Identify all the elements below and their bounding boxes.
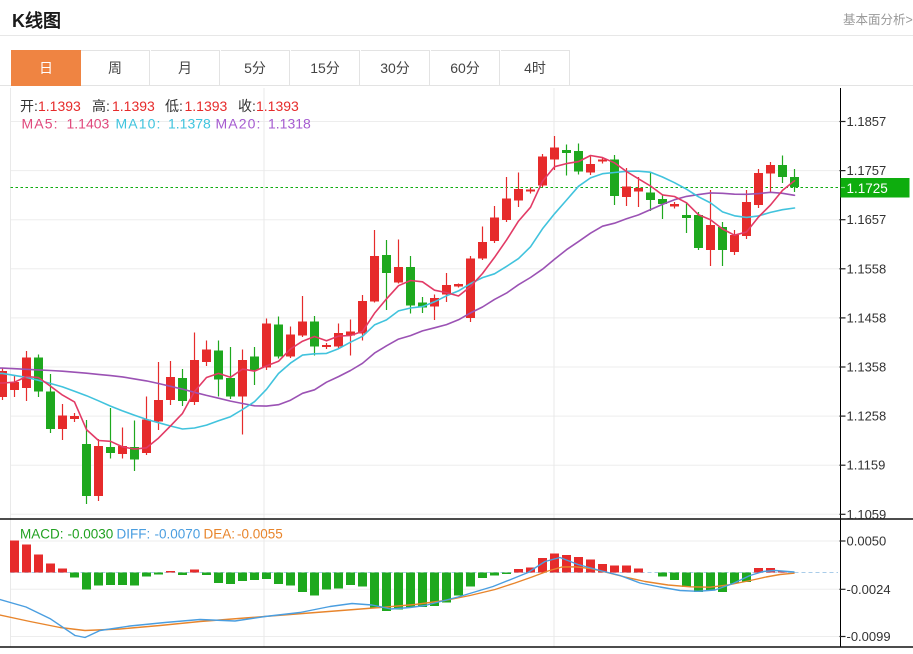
svg-text:开:: 开: (20, 98, 38, 114)
svg-text:1.1159: 1.1159 (847, 458, 886, 473)
svg-text:MA5:: MA5: (22, 116, 59, 132)
svg-text:1.1393: 1.1393 (256, 98, 299, 114)
svg-text:1.1458: 1.1458 (847, 310, 887, 325)
svg-text:-0.0070: -0.0070 (155, 527, 201, 542)
svg-text:高:: 高: (92, 98, 110, 114)
svg-text:1.1857: 1.1857 (847, 114, 887, 129)
svg-text:MA10:: MA10: (116, 116, 162, 132)
svg-text:1.1358: 1.1358 (847, 360, 887, 375)
svg-text:1.1403: 1.1403 (67, 116, 110, 132)
svg-text:1.1378: 1.1378 (168, 116, 211, 132)
svg-text:1.1393: 1.1393 (38, 98, 81, 114)
svg-text:1.1258: 1.1258 (847, 409, 887, 424)
svg-text:1.1059: 1.1059 (847, 507, 887, 522)
svg-text:1.1558: 1.1558 (847, 261, 887, 276)
svg-text:-0.0024: -0.0024 (847, 582, 891, 597)
svg-text:1.1393: 1.1393 (112, 98, 155, 114)
svg-text:低:: 低: (165, 98, 183, 114)
svg-text:-0.0055: -0.0055 (237, 527, 283, 542)
svg-text:1.1393: 1.1393 (185, 98, 228, 114)
svg-text:-0.0030: -0.0030 (68, 527, 114, 542)
svg-text:1.1757: 1.1757 (847, 163, 887, 178)
svg-text:1.1318: 1.1318 (268, 116, 311, 132)
svg-text:0.0050: 0.0050 (847, 534, 887, 549)
svg-text:收:: 收: (238, 98, 256, 114)
svg-text:-0.0099: -0.0099 (847, 629, 891, 644)
svg-text:DIFF:: DIFF: (117, 527, 151, 542)
svg-text:MA20:: MA20: (216, 116, 262, 132)
svg-text:MACD:: MACD: (20, 527, 64, 542)
svg-text:1.1725: 1.1725 (847, 181, 888, 196)
svg-text:DEA:: DEA: (204, 527, 236, 542)
svg-text:1.1657: 1.1657 (847, 212, 887, 227)
